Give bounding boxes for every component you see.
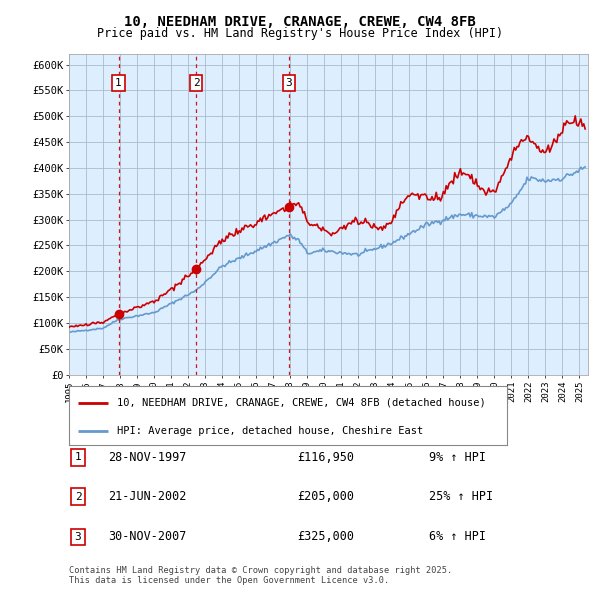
Text: 3: 3 (74, 532, 82, 542)
Text: 28-NOV-1997: 28-NOV-1997 (108, 451, 187, 464)
Text: 30-NOV-2007: 30-NOV-2007 (108, 530, 187, 543)
Text: 1: 1 (74, 453, 82, 462)
Text: 2: 2 (74, 492, 82, 502)
Text: 2: 2 (193, 78, 199, 88)
Text: Contains HM Land Registry data © Crown copyright and database right 2025.
This d: Contains HM Land Registry data © Crown c… (69, 566, 452, 585)
Text: 9% ↑ HPI: 9% ↑ HPI (429, 451, 486, 464)
Text: Price paid vs. HM Land Registry's House Price Index (HPI): Price paid vs. HM Land Registry's House … (97, 27, 503, 40)
Text: 3: 3 (286, 78, 292, 88)
Text: 25% ↑ HPI: 25% ↑ HPI (429, 490, 493, 503)
Text: 1: 1 (115, 78, 122, 88)
Text: HPI: Average price, detached house, Cheshire East: HPI: Average price, detached house, Ches… (117, 426, 424, 435)
Text: 6% ↑ HPI: 6% ↑ HPI (429, 530, 486, 543)
Text: £116,950: £116,950 (297, 451, 354, 464)
Text: £205,000: £205,000 (297, 490, 354, 503)
Text: £325,000: £325,000 (297, 530, 354, 543)
Text: 21-JUN-2002: 21-JUN-2002 (108, 490, 187, 503)
Text: 10, NEEDHAM DRIVE, CRANAGE, CREWE, CW4 8FB: 10, NEEDHAM DRIVE, CRANAGE, CREWE, CW4 8… (124, 15, 476, 29)
Text: 10, NEEDHAM DRIVE, CRANAGE, CREWE, CW4 8FB (detached house): 10, NEEDHAM DRIVE, CRANAGE, CREWE, CW4 8… (117, 398, 486, 408)
